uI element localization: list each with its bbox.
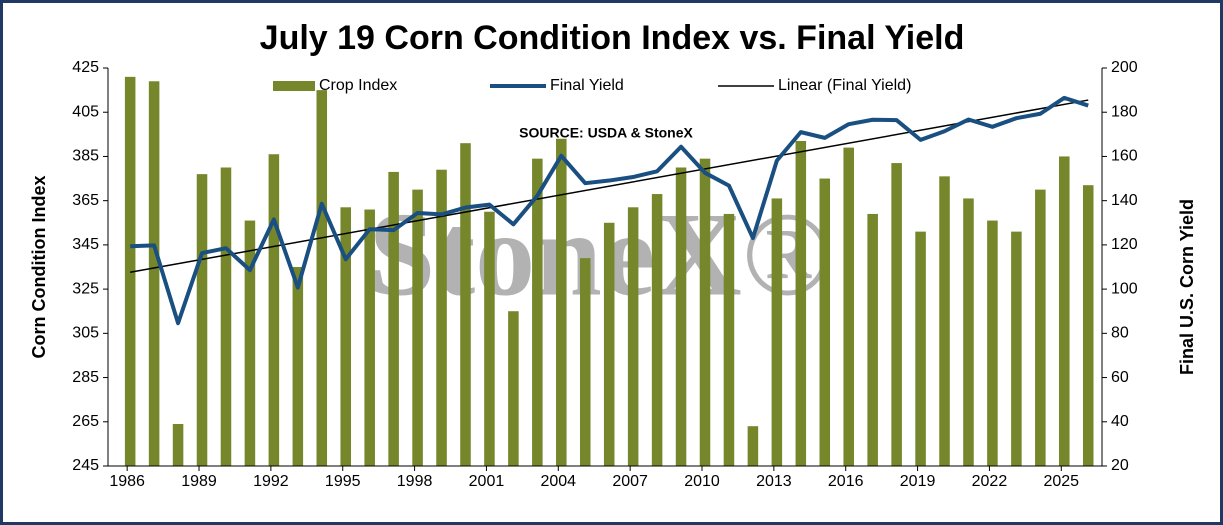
y2-tick-label: 100 [1111,280,1138,297]
line-series [130,95,1089,326]
bar [699,158,711,466]
bar [484,211,495,466]
y2-tick-label: 140 [1111,192,1138,209]
bar [603,222,615,466]
x-tick-label: 2016 [828,473,864,490]
bar [1059,156,1070,466]
y2-tick-label: 120 [1111,236,1138,253]
x-tick-label: 2022 [972,473,1008,490]
y-tick-label: 405 [72,103,99,120]
bar [579,258,591,466]
legend-label: Linear (Final Yield) [778,77,911,94]
bar [771,198,783,466]
y-tick-label: 425 [72,59,99,76]
bar [124,76,136,466]
x-tick-label: 2004 [540,473,576,490]
bar [220,167,232,466]
y-tick-label: 385 [72,148,99,165]
bar [987,220,998,466]
y2-axis-title: Final U.S. Corn Yield [1177,199,1197,375]
bar [508,311,519,466]
y-tick-label: 265 [72,413,99,430]
legend-label: Final Yield [550,77,624,94]
bar [364,209,375,466]
bar [196,174,208,466]
bar [292,267,304,466]
bar [795,140,807,466]
y2-tick-label: 40 [1111,413,1129,430]
y-tick-label: 365 [72,192,99,209]
y2-tick-label: 200 [1111,59,1138,76]
y-tick-label: 285 [72,369,99,386]
y2-tick-label: 80 [1111,325,1129,342]
x-tick-label: 2001 [469,473,505,490]
y-tick-label: 345 [72,236,99,253]
bar [819,178,831,467]
y2-tick-label: 20 [1111,457,1129,474]
chart-title: July 19 Corn Condition Index vs. Final Y… [260,19,965,57]
bar [532,158,543,466]
x-tick-label: 1998 [397,473,433,490]
bar [627,207,639,467]
bar [867,213,878,466]
bar [148,81,160,467]
x-tick-label: 1992 [253,473,289,490]
y2-tick-label: 60 [1111,369,1129,386]
bar [316,90,328,466]
bar [651,194,663,467]
bar [1082,185,1094,466]
legend-label: Crop Index [319,77,397,94]
x-tick-label: 1986 [109,473,145,490]
x-tick-label: 1989 [181,473,217,490]
bar [915,231,926,466]
y-tick-label: 305 [72,325,99,342]
y-axis-title: Corn Condition Index [29,176,49,359]
trendline [130,99,1089,274]
x-tick-label: 2019 [900,473,936,490]
bar [388,171,399,466]
source-annotation: SOURCE: USDA & StoneX [519,125,693,141]
bar [340,207,351,467]
x-tick-label: 2010 [684,473,720,490]
bar [172,423,184,466]
bar [460,143,471,466]
legend-swatch [273,81,315,91]
bar [675,167,687,466]
x-tick-label: 2007 [612,473,648,490]
x-tick-label: 2025 [1043,473,1079,490]
bar [244,220,256,466]
bar [412,189,423,466]
bar [723,213,735,466]
bar [843,147,854,466]
bar [891,163,902,467]
y-tick-label: 325 [72,280,99,297]
bar [963,198,974,466]
x-tick-label: 2013 [756,473,792,490]
bar [268,154,280,466]
y-tick-label: 245 [72,457,99,474]
bar [747,426,759,466]
bar [436,169,447,466]
bar [1011,231,1022,466]
bar [1035,189,1046,466]
x-tick-label: 1995 [325,473,361,490]
y2-tick-label: 180 [1111,103,1138,120]
bar [939,176,950,466]
bar [556,138,567,466]
y2-tick-label: 160 [1111,148,1138,165]
